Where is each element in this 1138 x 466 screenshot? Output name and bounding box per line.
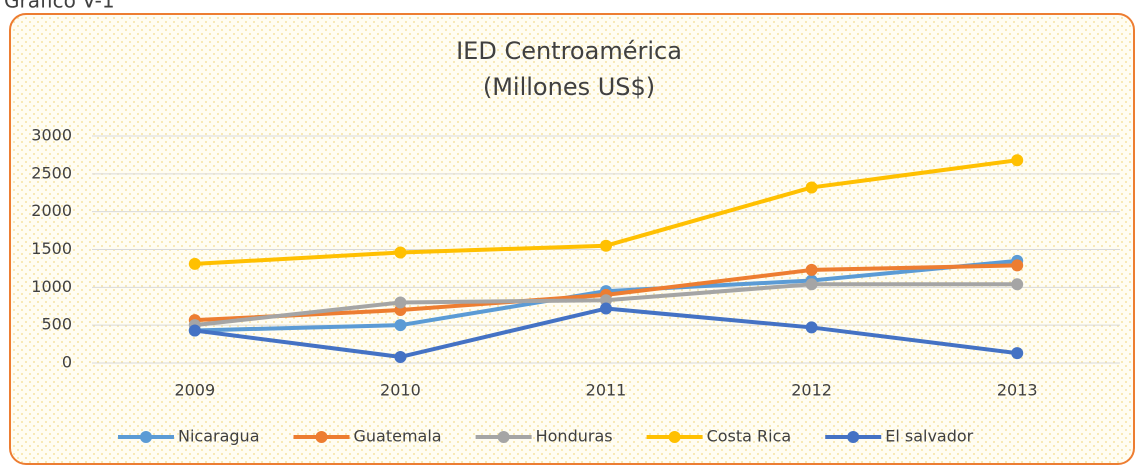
legend-label: El salvador (885, 427, 973, 446)
legend-marker (315, 431, 328, 443)
caption: Gráfico V-1 (4, 0, 115, 13)
y-tick-label: 2500 (31, 163, 72, 182)
x-tick-label: 2012 (791, 381, 832, 400)
legend-marker (140, 431, 152, 443)
x-tick-label: 2011 (586, 381, 627, 400)
legend-marker (847, 431, 860, 443)
legend-marker (668, 431, 681, 443)
point (394, 350, 407, 363)
y-tick-label: 500 (41, 315, 72, 334)
x-tick-label: 2009 (174, 381, 215, 400)
point (1011, 154, 1024, 167)
point (805, 278, 818, 291)
y-tick-label: 1500 (31, 239, 72, 258)
y-tick-label: 0 (62, 353, 72, 372)
point (805, 263, 818, 276)
point (394, 319, 407, 332)
chart-frame (9, 13, 1135, 465)
legend-label: Nicaragua (178, 427, 260, 446)
legend-marker (497, 431, 510, 443)
y-tick-label: 1000 (31, 277, 72, 296)
point (1011, 259, 1024, 272)
legend-label: Costa Rica (707, 427, 792, 446)
point (394, 246, 407, 259)
point (188, 257, 201, 270)
point (1011, 347, 1024, 360)
y-tick-label: 3000 (31, 126, 72, 145)
point (600, 302, 612, 315)
point (1011, 278, 1024, 291)
x-tick-label: 2013 (997, 381, 1038, 400)
point (600, 294, 612, 307)
point (805, 181, 818, 194)
chart-subtitle: (Millones US$) (483, 73, 655, 101)
point (394, 296, 407, 309)
point (188, 324, 201, 337)
y-tick-label: 2000 (31, 201, 72, 220)
chart-title: IED Centroamérica (456, 37, 682, 65)
legend-label: Guatemala (354, 427, 442, 446)
point (600, 239, 612, 252)
x-tick-label: 2010 (380, 381, 421, 400)
point (805, 321, 818, 334)
legend-label: Honduras (536, 427, 613, 446)
